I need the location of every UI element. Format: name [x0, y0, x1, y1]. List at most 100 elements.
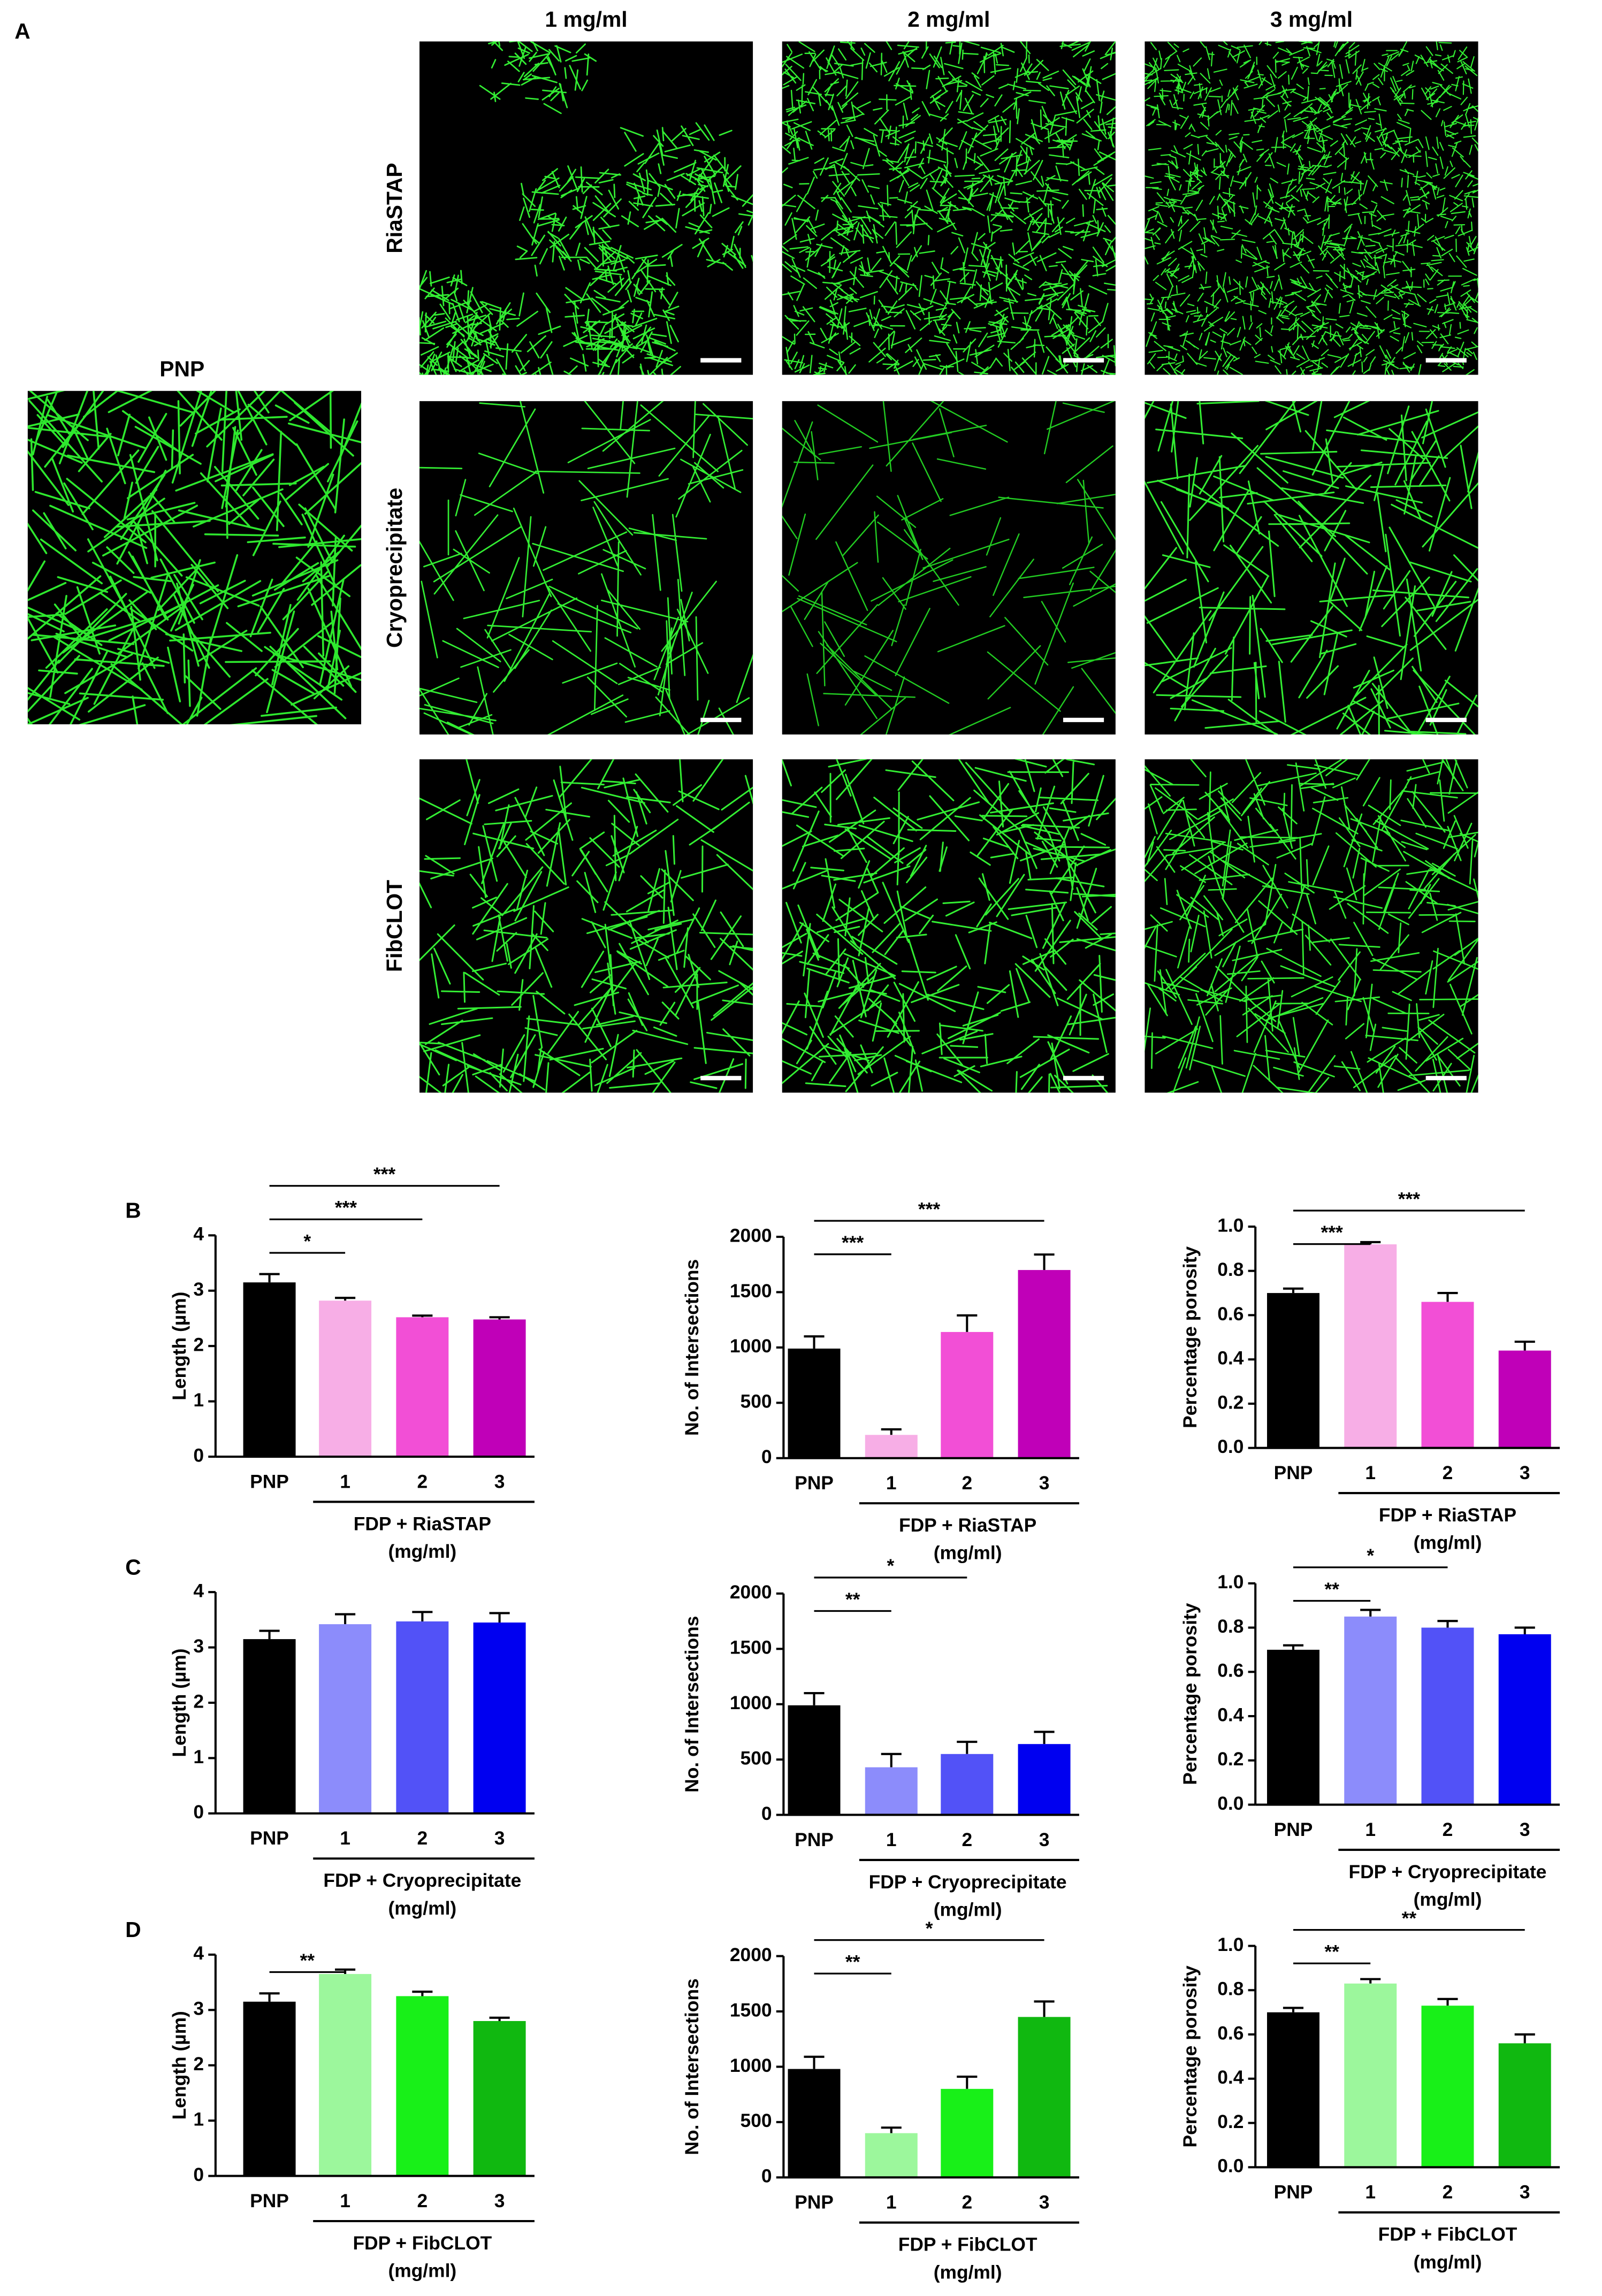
fibers [782, 759, 1116, 1093]
y-tick-label: 0.4 [1217, 1348, 1244, 1369]
y-tick-label: 2 [193, 1691, 204, 1712]
y-tick-label: 0 [761, 1447, 772, 1467]
micrograph [419, 759, 753, 1093]
fibers [782, 401, 1116, 735]
y-tick-label: 0.8 [1217, 1259, 1244, 1280]
y-tick-label: 0.8 [1217, 1979, 1244, 2000]
bar [1421, 1302, 1474, 1448]
x-tick-label: 1 [340, 1471, 350, 1492]
micrograph [782, 401, 1116, 735]
bar [788, 1348, 841, 1458]
x-tick-label: PNP [1274, 2182, 1313, 2203]
y-tick-label: 1500 [730, 1637, 772, 1658]
x-tick-label: 1 [340, 2191, 350, 2211]
y-tick-label: 2000 [730, 1582, 772, 1603]
significance-label: ** [845, 1589, 860, 1610]
x-tick-label: 2 [1443, 1819, 1453, 1840]
significance-label: * [1367, 1545, 1374, 1566]
y-tick-label: 1000 [730, 2055, 772, 2076]
bar [941, 2088, 994, 2178]
x-tick-label: 3 [494, 1828, 505, 1849]
micrograph [419, 41, 753, 375]
significance-label: ** [1324, 1579, 1339, 1600]
x-tick-label: 2 [1443, 2182, 1453, 2203]
bar [1267, 2012, 1319, 2168]
y-tick-label: 2000 [730, 1225, 772, 1246]
x-tick-label: 3 [494, 2191, 505, 2211]
x-tick-label: 2 [962, 2192, 972, 2213]
y-tick-label: 500 [741, 1391, 772, 1412]
y-tick-label: 0 [761, 2166, 772, 2187]
y-tick-label: 2 [193, 1335, 204, 1356]
x-tick-label: PNP [1274, 1819, 1313, 1840]
panel-label: C [125, 1555, 141, 1579]
y-tick-label: 0.4 [1217, 1704, 1244, 1725]
significance-label: *** [373, 1164, 396, 1185]
x-tick-label: 1 [886, 1830, 897, 1850]
y-axis-label: Percentage porosity [1180, 1965, 1201, 2147]
bar [1018, 1744, 1071, 1815]
y-tick-label: 0.2 [1217, 1392, 1244, 1413]
bar [319, 1974, 372, 2176]
x-tick-label: 3 [1520, 1819, 1530, 1840]
y-tick-label: 0.2 [1217, 1749, 1244, 1770]
x-axis-label: FDP + RiaSTAP [899, 1515, 1036, 1536]
fibers [419, 759, 753, 1093]
x-axis-label: (mg/ml) [1414, 1889, 1482, 1910]
bar [319, 1300, 372, 1457]
bar [865, 1435, 918, 1458]
y-axis-label: No. of Intersections [682, 1259, 703, 1436]
fibers [419, 401, 753, 735]
significance-label: ** [300, 1950, 315, 1971]
bar [1267, 1649, 1319, 1805]
y-tick-label: 1.0 [1217, 1215, 1244, 1236]
bar [243, 1639, 296, 1813]
x-axis-label: FDP + Cryoprecipitate [869, 1872, 1067, 1893]
row-header: Cryoprecipitate [382, 488, 407, 648]
x-tick-label: 3 [1039, 1473, 1050, 1494]
bar [941, 1754, 994, 1815]
bar [1421, 2006, 1474, 2168]
y-axis-label: Percentage porosity [1180, 1246, 1201, 1428]
bar [243, 1282, 296, 1457]
bar [473, 1622, 526, 1813]
micrograph [782, 41, 1116, 375]
y-tick-label: 2 [193, 2054, 204, 2075]
y-axis-label: Length (µm) [169, 1292, 190, 1400]
x-axis-label: (mg/ml) [934, 2262, 1002, 2283]
y-tick-label: 500 [741, 1748, 772, 1769]
column-header: 3 mg/ml [1270, 7, 1353, 32]
x-axis-label: FDP + FibCLOT [353, 2233, 492, 2254]
significance-label: ** [1324, 1942, 1339, 1963]
y-tick-label: 4 [193, 1224, 204, 1245]
bar [243, 2001, 296, 2176]
y-tick-label: 4 [193, 1580, 204, 1601]
micrograph [27, 391, 362, 724]
row-header: FibCLOT [382, 880, 407, 972]
x-tick-label: 3 [1039, 1830, 1050, 1850]
x-axis-label: FDP + RiaSTAP [354, 1513, 491, 1534]
panel-label: B [125, 1198, 141, 1223]
x-tick-label: 3 [494, 1471, 505, 1492]
significance-label: * [926, 1918, 933, 1939]
y-tick-label: 0.8 [1217, 1616, 1244, 1637]
y-tick-label: 1 [193, 1747, 204, 1767]
micrograph-bg [1145, 41, 1478, 375]
x-axis-label: (mg/ml) [1414, 2252, 1482, 2272]
significance-label: * [303, 1231, 311, 1252]
y-tick-label: 1000 [730, 1336, 772, 1357]
y-tick-label: 1.0 [1217, 1934, 1244, 1955]
y-tick-label: 0.6 [1217, 2023, 1244, 2044]
x-tick-label: 2 [417, 2191, 428, 2211]
y-tick-label: 1500 [730, 2000, 772, 2021]
x-tick-label: 3 [1520, 2182, 1530, 2203]
bar [1018, 2017, 1071, 2178]
bar [865, 1767, 918, 1815]
bar [1018, 1270, 1071, 1458]
y-tick-label: 1000 [730, 1693, 772, 1713]
x-tick-label: 2 [962, 1830, 972, 1850]
y-axis-label: No. of Intersections [682, 1978, 703, 2155]
micrograph-bg [782, 401, 1116, 735]
